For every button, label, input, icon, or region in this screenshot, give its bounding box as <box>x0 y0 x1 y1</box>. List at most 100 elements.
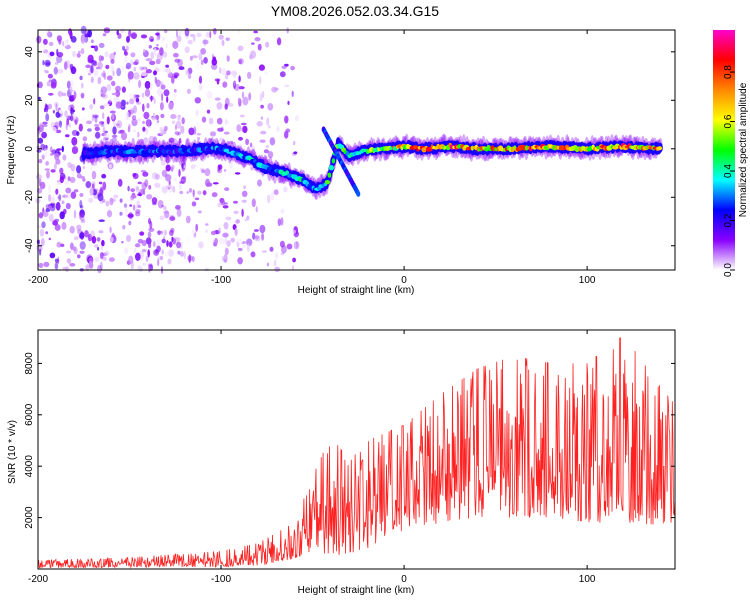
spectrogram-cell <box>88 72 91 76</box>
spectrogram-cell <box>171 138 178 146</box>
y-tick-label: 4000 <box>24 455 35 478</box>
spectrogram-cell <box>130 107 137 111</box>
spectrogram-cell <box>159 176 164 181</box>
spectrogram-cell <box>102 93 109 100</box>
spectrogram-cell <box>55 103 58 112</box>
spectrogram-cell <box>291 265 294 271</box>
spectrogram-cell <box>205 229 208 234</box>
spectrogram-cell <box>218 238 225 245</box>
spectrogram-cell <box>237 45 244 52</box>
x-tick-label: -100 <box>211 574 231 585</box>
spectrogram-cell <box>242 96 249 106</box>
spectrogram-cell <box>222 81 228 88</box>
spectrogram-cell <box>136 200 141 208</box>
spectrogram-cell <box>200 48 207 55</box>
spectrogram-cell <box>130 59 134 66</box>
y-tick-label: 2000 <box>24 506 35 529</box>
spectrogram-cell <box>160 159 166 166</box>
spectrogram-cell <box>44 148 49 152</box>
spectrogram-cell <box>61 92 67 97</box>
spectrogram-cell <box>72 50 77 58</box>
spectrogram-cell <box>108 164 112 169</box>
spectrogram-cell <box>125 65 130 69</box>
spectrogram-cell <box>261 250 267 253</box>
spectrogram-cell <box>86 120 92 125</box>
spectrogram-cell <box>137 157 143 163</box>
spectrogram-cell <box>147 231 152 238</box>
spectrogram-cell <box>175 120 182 129</box>
spectrogram-cell <box>140 71 147 77</box>
spectrogram-cell <box>203 38 207 47</box>
spectrogram-cell <box>140 34 148 39</box>
colorbar-tick-label: 0.8 <box>723 65 734 79</box>
spectrogram-cell <box>196 120 203 130</box>
spectrogram-cell <box>327 172 332 178</box>
spectrogram-cell <box>56 35 63 42</box>
spectrogram-cell <box>250 166 254 171</box>
spectrogram-cell <box>273 259 277 267</box>
spectrogram-cell <box>178 183 182 191</box>
spectrogram-cell <box>94 244 99 248</box>
spectrogram-cell <box>63 61 68 70</box>
spectrogram-cell <box>54 262 59 270</box>
spectrogram-cell <box>231 70 237 76</box>
spectrogram-cell <box>80 92 85 99</box>
spectrogram-cell <box>174 58 181 63</box>
x-tick-label: -200 <box>28 275 48 286</box>
spectrogram-cell <box>228 168 232 176</box>
spectrogram-cell <box>218 34 224 40</box>
spectrogram-cell <box>45 161 49 166</box>
spectrogram-cell <box>234 227 238 236</box>
spectrogram-cell <box>181 163 184 169</box>
spectrogram-cell <box>66 80 71 90</box>
spectrogram-cell <box>223 131 230 135</box>
spectrogram-cell <box>161 92 164 102</box>
spectrogram-cell <box>146 102 150 109</box>
spectrogram-cell <box>168 180 171 186</box>
spectrogram-cell <box>49 252 56 259</box>
spectrogram-cell <box>82 165 86 170</box>
spectrogram-cell <box>220 200 226 206</box>
spectrogram-cell <box>240 122 247 126</box>
spectrogram-cell <box>57 90 63 97</box>
spectrogram-cell <box>95 131 101 139</box>
spectrogram-cell <box>81 82 84 89</box>
spectrogram-cell <box>194 197 200 201</box>
spectrogram-cell <box>169 216 176 222</box>
spectrogram-cell <box>142 126 146 132</box>
spectrogram-cell <box>178 169 181 177</box>
spectrogram-cell <box>157 69 161 73</box>
spectrogram-cell <box>90 59 97 66</box>
spectrogram-cell <box>125 45 132 51</box>
spectrogram-cell <box>246 238 253 247</box>
spectrogram-cell <box>125 198 132 202</box>
spectrogram-cell <box>109 236 114 243</box>
spectrogram-cell <box>263 149 269 154</box>
spectrogram-cell <box>268 125 271 129</box>
spectrogram-cell <box>143 66 147 73</box>
spectrogram-cell <box>161 169 168 177</box>
spectrogram-cell <box>169 137 174 141</box>
spectrogram-cell <box>177 59 183 67</box>
spectrogram-cell <box>73 236 79 241</box>
spectrogram-cell <box>126 111 130 120</box>
spectrogram-cell <box>142 171 149 177</box>
spectrogram-cell <box>93 69 99 77</box>
spectrogram-cell <box>72 109 76 113</box>
spectrogram-cell <box>41 154 45 160</box>
spectrogram-cell <box>144 157 147 162</box>
spectrogram-cell <box>223 169 227 172</box>
spectrogram-cell <box>280 252 285 256</box>
spectrogram-cell <box>216 169 223 174</box>
spectrogram-cell <box>196 32 202 38</box>
spectrogram-cell <box>206 90 213 99</box>
spectrogram-cell <box>103 121 107 127</box>
spectrogram-cell <box>273 189 279 196</box>
spectrogram-cell <box>284 84 290 88</box>
spectrogram-cell <box>163 210 169 214</box>
spectrogram-cell <box>159 126 165 136</box>
spectrogram-cell <box>89 104 93 110</box>
spectrogram-cell <box>127 71 134 80</box>
spectrogram-cell <box>129 204 133 207</box>
spectrogram-cell <box>155 32 160 36</box>
